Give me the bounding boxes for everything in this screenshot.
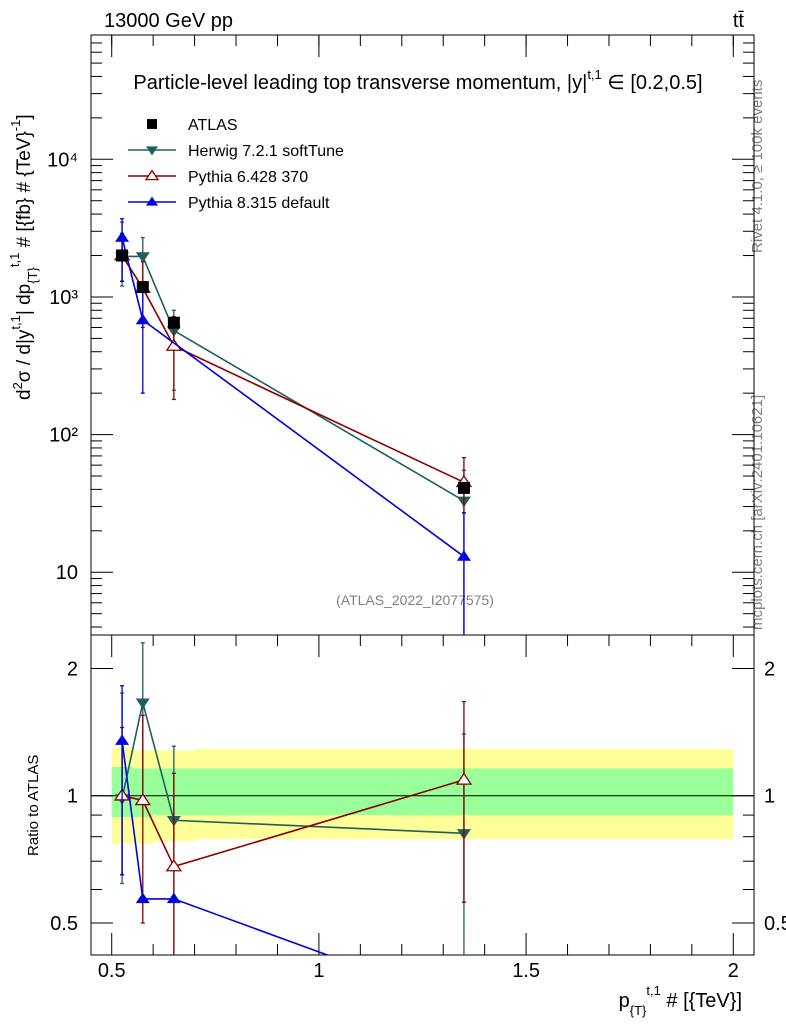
analysis-watermark: (ATLAS_2022_I2077575): [336, 592, 494, 608]
main-title: Particle-level leading top transverse mo…: [133, 67, 702, 94]
legend-label-atlas: ATLAS: [188, 117, 238, 134]
main-ytick-label: 10²: [49, 425, 78, 447]
ratio-pythia-8-315-default-line: [121, 740, 330, 955]
atlas-point: [167, 316, 180, 329]
legend-label-herwig-7-2-1-softtune: Herwig 7.2.1 softTune: [188, 143, 344, 160]
atlas-point: [136, 281, 149, 294]
ratio-panel: Ratio to ATLAS 0.5 0.5 1 1 2 2 0.5 1 1.5 2 p{T}t,…: [25, 634, 786, 1018]
legend-label-pythia-8-315-default: Pythia 8.315 default: [188, 195, 330, 212]
ratio-pythia-8-315-default-point: [166, 892, 181, 904]
site-label: mcplots.cern.ch [arXiv:2401.10621]: [749, 395, 766, 630]
main-y-axis: 10 10² 10³ 10⁴: [47, 34, 754, 628]
ratio-frame: [90, 634, 755, 956]
ratio-pythia-6-428-370-point: [134, 792, 152, 806]
ratio-herwig-7-2-1-softtune-point: [135, 698, 150, 709]
ratio-ytick-label-right: 1: [764, 786, 775, 808]
ratio-pythia-6-428-370-line: [121, 779, 465, 868]
pythia-6-428-370-point: [165, 338, 183, 351]
x-axis-label: p{T}t,1 # [{TeV}]: [619, 983, 742, 1018]
ratio-pythia-8-315-default-point: [457, 999, 471, 1010]
ratio-ytick-label-left: 0.5: [50, 913, 78, 935]
pythia-6-428-370-line: [121, 255, 465, 484]
main-ytick-label: 10³: [49, 287, 78, 309]
legend-marker-herwig-7-2-1-softtune: [146, 146, 158, 156]
ratio-ytick-label-left: 2: [67, 658, 78, 680]
ratio-pythia-8-315-default-point: [135, 892, 150, 904]
pythia-8-315-default-point: [115, 231, 130, 242]
ratio-ylabel: Ratio to ATLAS: [25, 755, 42, 856]
ratio-ytick-label-left: 1: [67, 786, 78, 808]
pythia-8-315-default-point: [456, 550, 471, 561]
main-ytick-label: 10⁴: [47, 149, 78, 171]
ratio-ytick-label-right: 2: [764, 658, 775, 680]
atlas-point: [457, 481, 470, 494]
ratio-series: [113, 642, 473, 1010]
legend-label-pythia-6-428-370: Pythia 6.428 370: [188, 169, 308, 186]
main-ytick-label: 10: [56, 562, 78, 584]
energy-label: 13000 GeV pp: [104, 10, 233, 32]
process-label: tt̄: [733, 10, 745, 32]
rivet-label: Rivet 4.1.0, ≥ 100k events: [749, 80, 766, 253]
x-tick-label: 1.5: [512, 960, 540, 982]
x-tick-label: 0.5: [98, 960, 126, 982]
ratio-axes: 0.5 0.5 1 1 2 2 0.5 1 1.5 2: [50, 635, 786, 982]
pythia-8-315-default-point: [135, 313, 150, 325]
legend-marker-atlas: [147, 119, 157, 129]
atlas-point: [116, 249, 129, 262]
x-tick-label: 1: [313, 960, 324, 982]
herwig-7-2-1-softtune-point: [135, 252, 150, 263]
legend: ATLAS Herwig 7.2.1 softTune Pythia 6.428 3…: [128, 117, 344, 212]
main-ylabel: d2σ / d|yt,1| dp{T}t,1 # [{fb} # {TeV}-1…: [7, 114, 40, 400]
main-panel: Particle-level leading top transverse mo…: [7, 34, 755, 636]
legend-marker-pythia-6-428-370: [144, 169, 160, 181]
ratio-pythia-8-315-default-point: [115, 734, 130, 745]
legend-marker-pythia-8-315-default: [146, 196, 158, 206]
x-tick-label: 2: [728, 960, 739, 982]
ratio-pythia-6-428-370-point: [165, 859, 183, 872]
ratio-pythia-6-428-370-point: [455, 772, 473, 785]
ratio-ytick-label-right: 0.5: [764, 913, 786, 935]
ratio-herwig-7-2-1-softtune-line: [121, 702, 464, 835]
herwig-7-2-1-softtune-line: [122, 255, 465, 502]
main-series: [113, 218, 473, 635]
